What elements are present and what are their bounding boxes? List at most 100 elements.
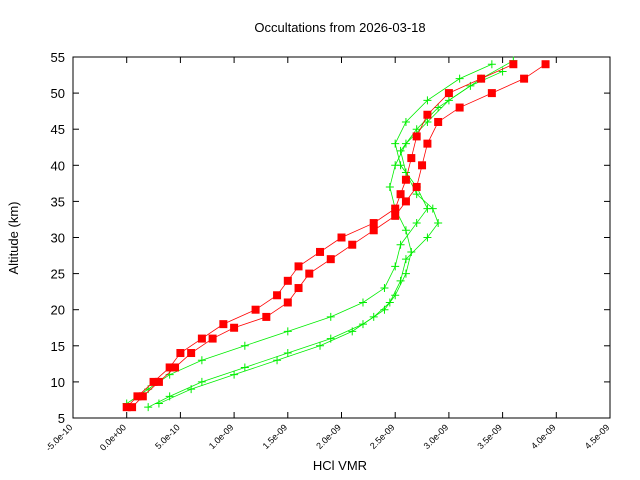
point [171,363,180,372]
point [407,247,416,256]
x-tick-label: 4.5e-09 [583,422,612,451]
point [401,226,410,235]
x-tick-label: 2.0e-09 [314,422,343,451]
y-tick-label: 20 [51,303,65,318]
point [326,312,335,321]
point [391,291,400,300]
point [197,356,206,365]
point [230,370,239,379]
point [176,349,185,358]
y-tick-label: 15 [51,339,65,354]
point [337,233,346,242]
x-tick-label: 4.0e-09 [529,422,558,451]
y-tick-label: 55 [51,50,65,65]
point [283,327,292,336]
point [208,334,217,343]
x-tick-label: 3.0e-09 [422,422,451,451]
point [401,168,410,177]
point [401,175,410,184]
point [369,219,378,228]
point [273,356,282,365]
point [434,219,443,228]
point [487,60,496,69]
chart-title: Occultations from 2026-03-18 [254,20,425,35]
point [197,334,206,343]
point [434,117,443,126]
point [509,60,518,69]
y-tick-label: 40 [51,158,65,173]
point [396,161,405,170]
y-tick-label: 25 [51,267,65,282]
point [122,403,131,412]
point [396,146,405,155]
point [423,96,432,105]
point [133,392,142,401]
point [294,284,303,293]
series-line [126,63,514,408]
point [401,269,410,278]
point [128,403,137,412]
point [412,190,421,199]
point [273,291,282,300]
point [401,117,410,126]
point [187,385,196,394]
y-tick-label: 35 [51,194,65,209]
point [412,182,421,191]
point [428,204,437,213]
point [348,240,357,249]
series-line [158,71,503,404]
x-tick-label: 1.5e-09 [261,422,290,451]
point [396,276,405,285]
point [412,132,421,141]
point [240,363,249,372]
point [219,320,228,329]
point [407,154,416,163]
point [251,305,260,314]
point [444,89,453,98]
point [423,233,432,242]
point [385,298,394,307]
point [165,363,174,372]
point [423,139,432,148]
point [138,392,147,401]
point [418,161,427,170]
point [520,74,529,83]
y-tick-label: 50 [51,86,65,101]
point [326,255,335,264]
y-tick-label: 5 [58,411,65,426]
point [316,247,325,256]
point [144,403,153,412]
point [149,377,158,386]
point [305,269,314,278]
point [197,377,206,386]
x-tick-label: 5.0e-10 [153,422,182,451]
y-tick-label: 30 [51,231,65,246]
point [369,226,378,235]
series-line [126,63,493,404]
point [348,327,357,336]
point [154,377,163,386]
point [294,262,303,271]
x-tick-label: 2.5e-09 [368,422,397,451]
y-tick-label: 45 [51,122,65,137]
x-tick-label: -5.0e-10 [44,422,75,453]
point [391,139,400,148]
point [380,284,389,293]
point [283,298,292,307]
series-line [147,60,514,408]
point [316,341,325,350]
point [240,341,249,350]
point [262,312,271,321]
point [396,190,405,199]
x-axis-label: HCl VMR [313,458,367,473]
y-tick-label: 10 [51,375,65,390]
point [401,197,410,206]
point [455,103,464,112]
point [230,323,239,332]
point [283,349,292,358]
point [187,349,196,358]
x-tick-label: 1.0e-09 [207,422,236,451]
point [396,240,405,249]
point [477,74,486,83]
